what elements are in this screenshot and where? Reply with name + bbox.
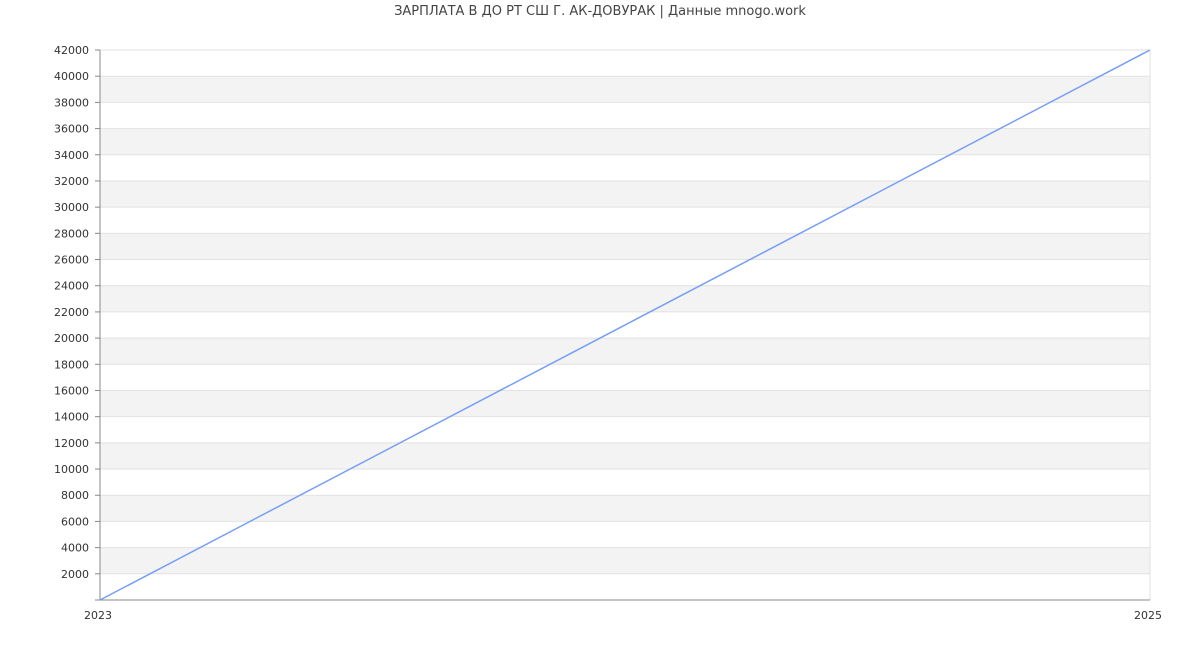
chart-title: ЗАРПЛАТА В ДО РТ СШ Г. АК-ДОВУРАК | Данн…: [394, 4, 806, 19]
y-tick-label: 32000: [54, 175, 89, 188]
y-tick-label: 24000: [54, 280, 89, 293]
y-tick-label: 8000: [61, 489, 89, 502]
y-tick-label: 2000: [61, 568, 89, 581]
y-tick-label: 18000: [54, 358, 89, 371]
y-tick-label: 40000: [54, 70, 89, 83]
grid-band: [100, 76, 1150, 103]
y-tick-label: 28000: [54, 227, 89, 240]
grid-band: [100, 285, 1150, 312]
y-tick-label: 42000: [54, 44, 89, 57]
grid-band: [100, 180, 1150, 208]
y-tick-label: 26000: [54, 254, 89, 267]
y-tick-label: 20000: [54, 332, 89, 345]
y-tick-label: 30000: [54, 201, 89, 214]
y-tick-label: 38000: [54, 96, 89, 109]
y-tick-label: 4000: [61, 542, 89, 555]
x-tick-label: 2025: [1134, 609, 1162, 622]
grid-band: [100, 442, 1150, 470]
grid-band: [100, 390, 1150, 417]
y-tick-label: 16000: [54, 384, 89, 397]
series-line: [99, 49, 1151, 601]
grid-band: [100, 233, 1150, 260]
grid-band: [100, 547, 1150, 574]
x-tick-label: 2023: [84, 609, 112, 622]
y-tick-label: 6000: [61, 515, 89, 528]
grid-band: [100, 338, 1150, 365]
y-tick-label: 34000: [54, 149, 89, 162]
y-tick-label: 14000: [54, 411, 89, 424]
y-tick-label: 36000: [54, 123, 89, 136]
y-tick-label: 10000: [54, 463, 89, 476]
y-tick-label: 12000: [54, 437, 89, 450]
y-tick-label: 22000: [54, 306, 89, 319]
